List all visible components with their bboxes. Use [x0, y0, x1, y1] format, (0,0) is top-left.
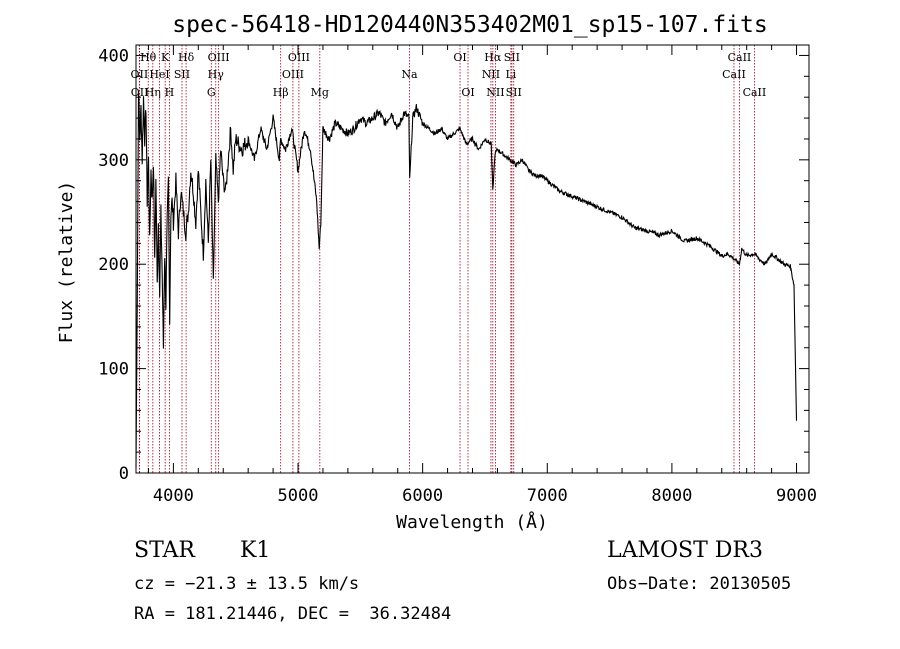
line-marker-label: Hγ: [208, 68, 225, 81]
line-marker-label: CaII: [743, 86, 767, 99]
y-tick-label: 400: [98, 46, 129, 66]
line-marker-label: K: [161, 51, 170, 64]
line-marker-label: OIII: [282, 68, 304, 81]
y-tick-label: 200: [98, 255, 129, 275]
chart-title: spec-56418-HD120440N353402M01_sp15-107.f…: [172, 12, 767, 38]
y-tick-label: 100: [98, 360, 129, 380]
line-marker-label: SII: [504, 51, 520, 64]
line-marker-label: Hη: [145, 86, 161, 99]
line-marker-label: CaII: [728, 51, 752, 64]
coordinates: RA = 181.21446, DEC = 36.32484: [134, 604, 452, 624]
line-marker-label: OIII: [288, 51, 310, 64]
survey-label: LAMOST DR3: [607, 538, 763, 563]
x-axis: 4000 5000 6000 7000 8000 9000: [147, 45, 817, 506]
obs-date: Obs−Date: 20130505: [607, 574, 792, 594]
line-marker-label: OII: [131, 86, 149, 99]
y-axis: 0 100 200 300 400: [98, 46, 809, 484]
line-marker-label: OIII: [208, 51, 230, 64]
line-marker-label: Mg: [311, 86, 329, 99]
plot-frame: [135, 44, 810, 474]
x-tick-label: 9000: [776, 486, 817, 506]
line-marker-label: G: [207, 86, 216, 99]
y-tick-label: 300: [98, 151, 129, 171]
line-marker-label: Hθ: [140, 51, 157, 64]
line-marker-label: SII: [174, 68, 190, 81]
line-marker-label: Na: [401, 68, 418, 81]
spectrum-line: [135, 93, 798, 468]
x-tick-label: 7000: [527, 486, 568, 506]
object-subclass: K1: [240, 538, 271, 563]
line-marker-label: Hα: [484, 51, 502, 64]
x-tick-label: 6000: [402, 486, 443, 506]
x-tick-label: 8000: [651, 486, 692, 506]
x-axis-label: Wavelength (Å): [396, 511, 548, 533]
line-marker-label: OI: [453, 51, 466, 64]
line-marker-label: H: [165, 86, 175, 99]
line-marker-label: NII: [482, 68, 500, 81]
line-marker-label: NII: [486, 86, 504, 99]
line-marker-label: CaII: [722, 68, 746, 81]
x-tick-label: 4000: [153, 486, 194, 506]
line-marker-label: SII: [506, 86, 522, 99]
line-marker-label: HeI: [149, 68, 169, 81]
line-marker-label: OI: [461, 86, 474, 99]
x-tick-label: 5000: [278, 486, 319, 506]
redshift-cz: cz = −21.3 ± 13.5 km/s: [134, 574, 360, 594]
line-marker-label: OII: [131, 68, 149, 81]
y-tick-label: 0: [119, 464, 129, 484]
line-marker-label: Li: [505, 68, 516, 81]
y-axis-label: Flux (relative): [56, 181, 77, 344]
object-class: STAR: [134, 538, 195, 563]
line-marker-label: Hβ: [273, 86, 289, 99]
line-marker-label: Hδ: [178, 51, 195, 64]
